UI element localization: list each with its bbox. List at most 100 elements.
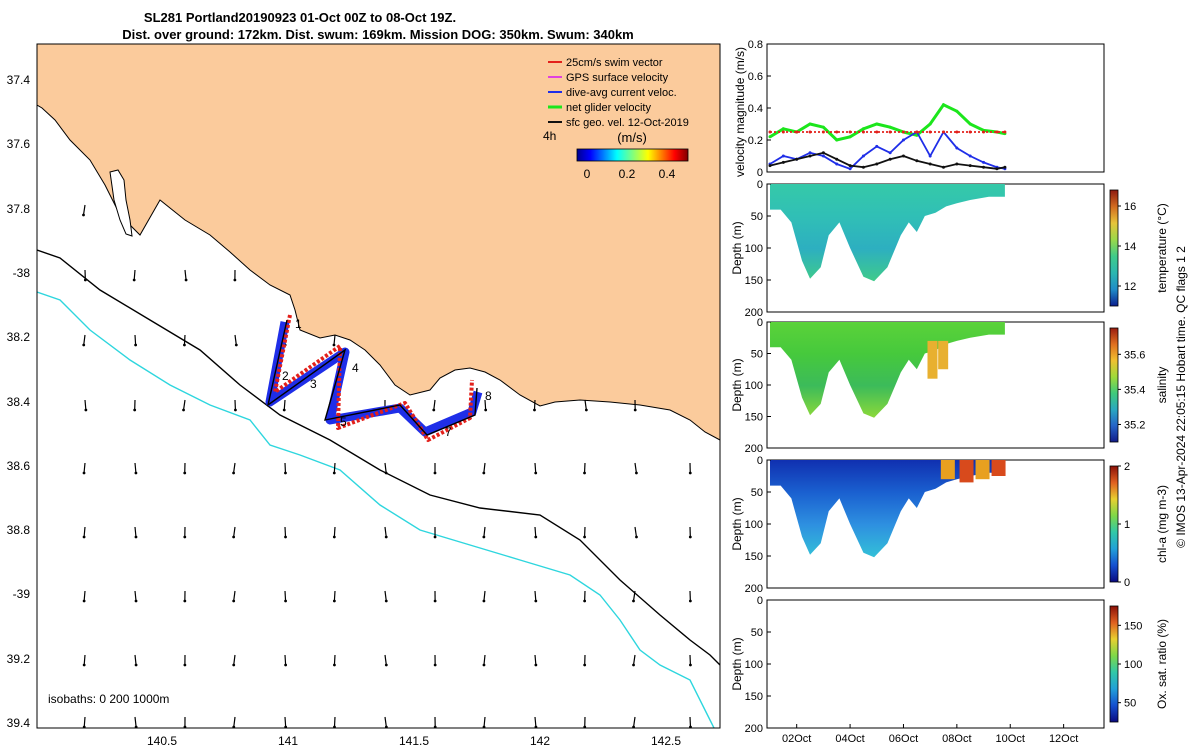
panel-oxygen: 0 50 100 150 200 Depth (m) 50 100 150 Ox. sat. ra… [730,595,1169,735]
lat-tick: 38.4 [7,395,31,409]
isobath-200m [37,249,720,666]
map-panel: 1 2 3 4 5 7 8 25cm/s swim vector GPS sur… [7,43,721,748]
geo-velocity-arrow [182,399,186,412]
section-chl-a [770,460,1005,558]
velocity-point [848,164,852,168]
waypoint-1: 1 [295,317,302,331]
velocity-point [808,122,812,126]
velocity-point [968,122,972,126]
geo-velocity-arrow [332,334,336,347]
geo-velocity-arrow [384,716,388,728]
y-tick-label: 0 [757,455,763,467]
geo-velocity-arrow [632,716,636,728]
geo-velocity-arrow [583,526,586,539]
colorbar-tick-label: 35.6 [1124,349,1145,361]
velocity-point [928,154,932,158]
velocity-point [848,167,852,171]
y-tick-label: 100 [745,519,763,531]
geo-velocity-arrow [632,590,636,603]
geo-velocity-arrow [332,526,336,539]
panel-colorbar [1109,189,1119,307]
geo-velocity-arrow [82,716,86,728]
lat-tick: 39.4 [7,716,31,730]
velocity-point [942,165,946,169]
geo-velocity-arrow [433,654,437,667]
geo-velocity-arrow [634,462,638,475]
velocity-point [835,130,839,134]
lat-tick: -39 [13,587,31,601]
sfc-geo-velocity-arrows [82,204,692,728]
salinity-high-patch [927,340,938,379]
panel-colorbar [1109,327,1119,443]
velocity-series [768,102,1007,171]
velocity-point [808,151,812,155]
y-tick-label: 0 [757,167,763,179]
y-tick-label: 0 [757,317,763,329]
velocity-point [861,130,865,134]
geo-velocity-arrow [384,526,388,539]
geo-velocity-arrow [134,716,138,728]
colorbar-tick: 0.4 [659,167,676,181]
waypoint-labels: 1 2 3 4 5 7 8 [282,317,492,439]
colorbar-tick-label: 50 [1124,698,1136,710]
velocity-point [968,154,972,158]
geo-velocity-arrow [534,526,538,539]
geo-velocity-arrow [333,654,336,667]
y-tick-label: 150 [745,691,763,703]
legend-label: dive-avg current veloc. [566,87,677,99]
geo-velocity-arrow [583,716,587,728]
velocity-point [821,130,825,134]
velocity-point [928,130,932,134]
colorbar-tick-label: 16 [1124,201,1136,213]
geo-velocity-arrow [433,716,437,728]
waypoint-7: 7 [445,425,452,439]
y-tick-label: 0 [757,179,763,191]
geo-velocity-arrow [332,590,336,603]
y-tick-label: 150 [745,551,763,563]
chl-high-patch [975,460,990,480]
geo-velocity-arrow [433,526,437,539]
colorbar-tick-label: 100 [1124,659,1142,671]
colorbar-prefix: 4h [543,129,556,143]
geo-velocity-arrow [183,462,187,475]
velocity-point [955,130,959,134]
colorbar-label: salinity [1155,367,1169,404]
velocity-point [768,164,772,168]
colorbar-tick: 0 [584,167,591,181]
geo-velocity-arrow [482,716,486,728]
velocity-point [821,151,825,155]
geo-velocity-arrow [134,462,138,475]
lat-tick: 37.8 [7,202,31,216]
panel-chl-a: 0 50 100 150 200 Depth (m) 0 1 2 chl-a (mg m-3) [730,455,1169,595]
panel-ylabel: Depth (m) [730,637,744,690]
colorbar-tick-label: 35.2 [1124,419,1145,431]
geo-velocity-arrow [384,590,388,603]
figure-title-line2: Dist. over ground: 172km. Dist. swum: 16… [122,27,634,42]
geo-velocity-arrow [232,462,236,475]
lat-tick: 38.2 [7,330,31,344]
geo-velocity-arrow [183,526,187,539]
velocity-point [875,130,879,134]
map-lon-ticks: 140.5 141 141.5 142 142.5 [147,734,681,748]
velocity-point [821,154,825,158]
geo-velocity-arrow [233,269,237,282]
x-tick-label: 10Oct [996,733,1025,745]
y-tick-label: 50 [751,211,763,223]
velocity-point [955,162,959,166]
y-tick-label: 200 [745,723,763,735]
velocity-point [942,103,946,107]
velocity-point [848,130,852,134]
velocity-point [901,138,905,142]
y-tick-label: 200 [745,583,763,595]
panel-salinity: 0 50 100 150 200 Depth (m) 35.2 35.4 35.6 salinit… [730,317,1169,455]
velocity-point [968,130,972,134]
velocity-point [982,165,986,169]
panel-ylabel: Depth (m) [730,497,744,550]
geo-velocity-arrow [633,399,637,412]
geo-velocity-arrow [183,590,187,603]
geo-velocity-arrow [583,654,587,667]
velocity-point [781,154,785,158]
legend-label: net glider velocity [566,102,651,114]
velocity-point [955,146,959,150]
geo-velocity-arrow [184,269,188,282]
